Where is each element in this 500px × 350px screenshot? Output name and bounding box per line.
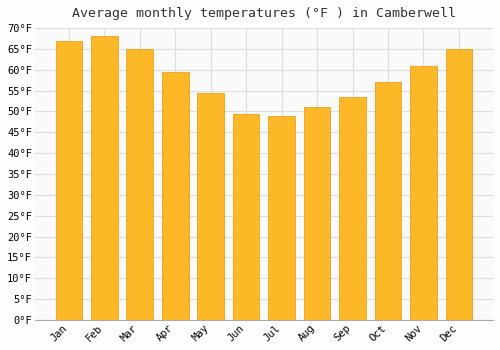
Bar	[233, 113, 260, 320]
Bar	[374, 82, 402, 320]
Bar	[91, 36, 118, 320]
Title: Average monthly temperatures (°F ) in Camberwell: Average monthly temperatures (°F ) in Ca…	[72, 7, 456, 20]
Bar	[162, 72, 188, 320]
Bar	[410, 65, 437, 320]
Bar	[446, 49, 472, 320]
Bar	[198, 93, 224, 320]
Bar	[268, 116, 295, 320]
Bar	[304, 107, 330, 320]
Bar	[126, 49, 153, 320]
Bar	[56, 41, 82, 320]
Bar	[339, 97, 366, 320]
